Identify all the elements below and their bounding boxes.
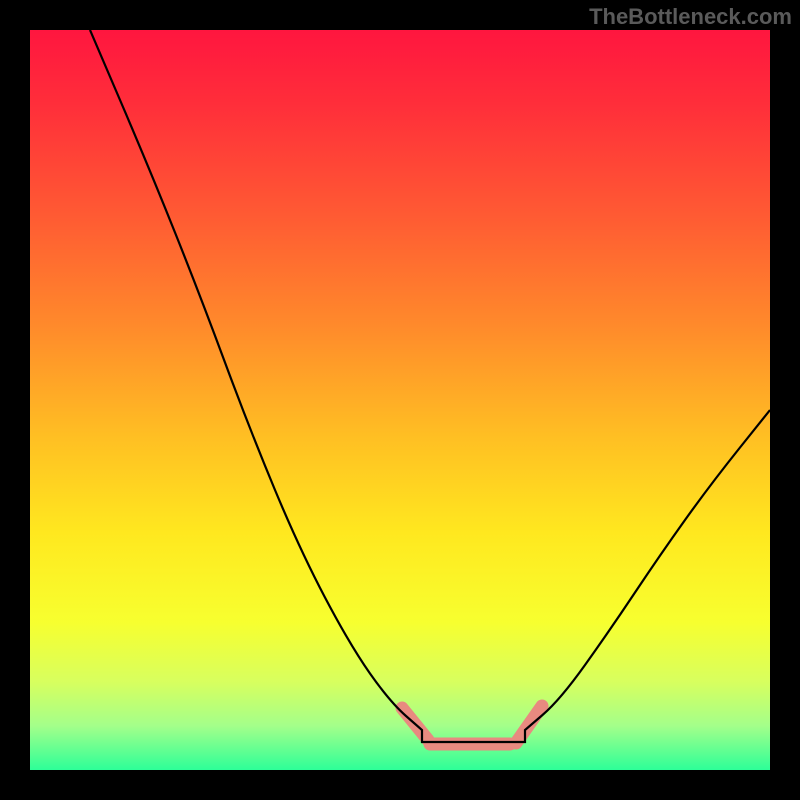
chart-frame: TheBottleneck.com	[0, 0, 800, 800]
curve-svg	[30, 30, 770, 770]
watermark-text: TheBottleneck.com	[589, 4, 792, 30]
highlight-segment	[516, 706, 542, 743]
plot-area	[30, 30, 770, 770]
main-curve	[90, 30, 770, 742]
